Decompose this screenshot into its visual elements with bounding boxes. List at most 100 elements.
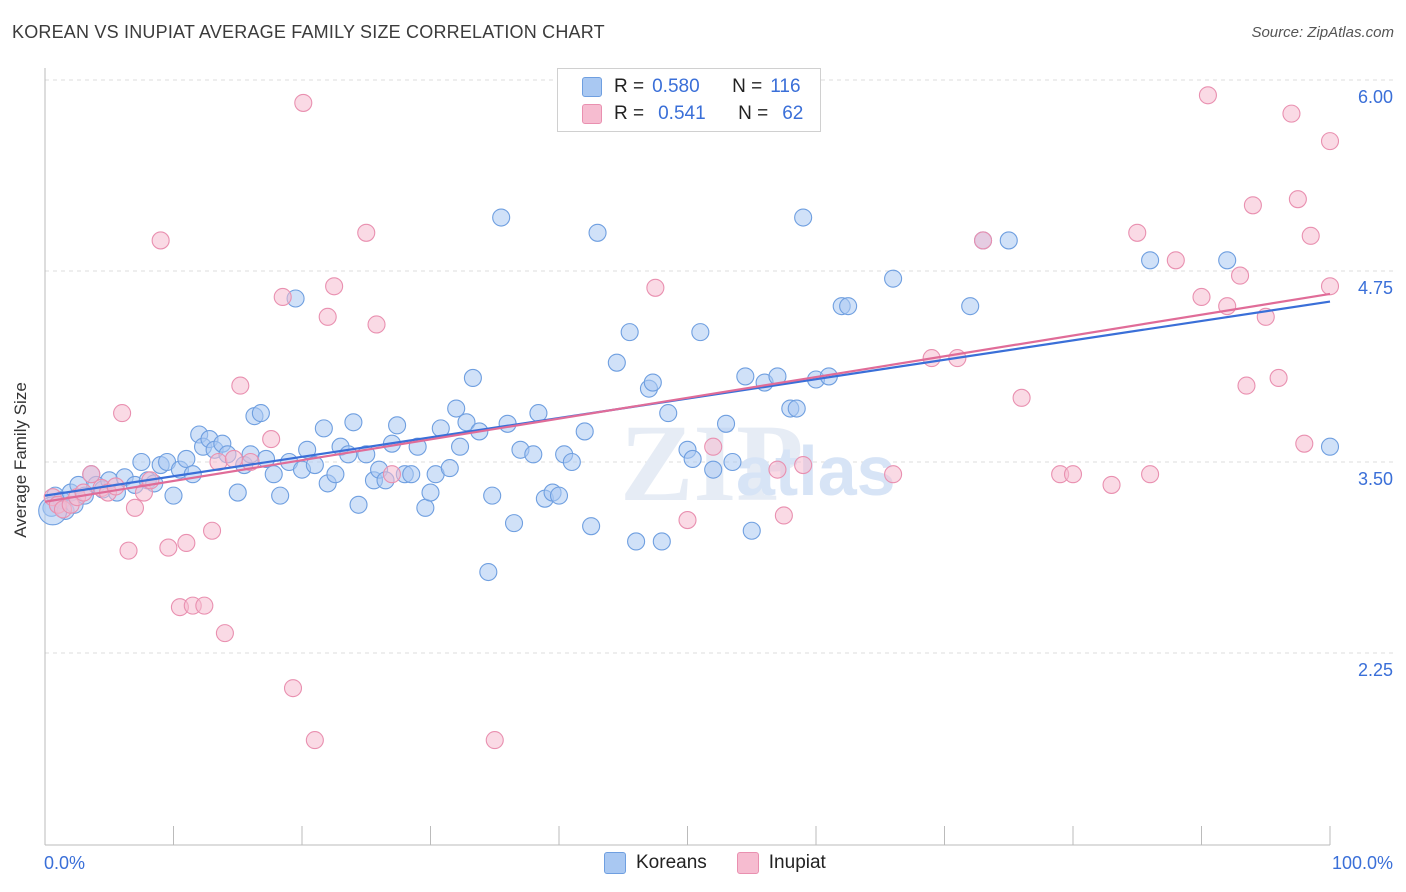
source-label: Source: ZipAtlas.com	[1251, 24, 1394, 41]
data-point	[251, 404, 270, 423]
data-point	[416, 498, 435, 517]
data-point	[1301, 226, 1320, 245]
data-point	[529, 404, 548, 423]
data-point	[479, 562, 498, 582]
data-point	[839, 297, 858, 316]
data-point	[716, 414, 736, 433]
data-point	[1320, 437, 1340, 456]
data-point	[262, 430, 281, 449]
y-axis-label-wrap: Average Family Size	[6, 330, 36, 590]
data-point	[231, 376, 250, 395]
chart-title: KOREAN VS INUPIAT AVERAGE FAMILY SIZE CO…	[12, 22, 605, 42]
y-axis-label: Average Family Size	[11, 382, 30, 538]
legend-r-value: 0.580	[652, 76, 700, 97]
data-point	[1102, 475, 1121, 494]
legend-item-koreans[interactable]: Koreans	[604, 852, 707, 874]
data-point	[588, 223, 607, 242]
data-point	[736, 367, 755, 386]
data-point	[1295, 434, 1314, 453]
data-point	[318, 307, 337, 326]
data-point	[1198, 86, 1217, 105]
data-point	[607, 353, 626, 372]
data-point	[119, 541, 138, 560]
data-point	[382, 465, 402, 484]
data-point	[305, 456, 324, 475]
data-point	[177, 449, 196, 468]
data-point	[344, 413, 363, 432]
data-point	[447, 399, 466, 418]
watermark-atlas: atlas	[736, 432, 896, 510]
data-point	[74, 483, 93, 502]
data-point	[620, 323, 639, 342]
data-point	[646, 278, 665, 297]
data-point	[678, 511, 697, 530]
data-point	[627, 532, 646, 551]
data-point	[973, 231, 993, 250]
gridlines	[45, 79, 1395, 654]
koreans-legend-swatch	[604, 852, 626, 874]
data-point	[326, 465, 345, 484]
stats-legend: R = 0.580 N = 116 R = 0.541 N = 62	[557, 68, 821, 132]
data-point	[1128, 223, 1147, 242]
data-point	[485, 731, 504, 750]
inupiat-swatch	[582, 104, 602, 124]
data-point	[203, 521, 222, 540]
data-point	[999, 231, 1018, 250]
koreans-swatch	[582, 77, 602, 97]
data-point	[164, 486, 183, 505]
data-point	[1288, 190, 1307, 209]
data-point	[325, 277, 344, 296]
data-point	[582, 517, 601, 536]
data-point	[349, 495, 368, 514]
data-point	[1141, 465, 1160, 484]
data-point	[1237, 376, 1256, 395]
series-legend: Koreans Inupiat	[604, 852, 856, 874]
data-point	[463, 368, 482, 388]
data-point	[367, 315, 386, 334]
data-point	[562, 452, 581, 472]
data-point	[264, 465, 283, 484]
tick-labels: 2.25 3.50 4.75 6.00 0.0% 100.0%	[44, 87, 1393, 873]
legend-r-label: R =	[614, 103, 645, 124]
trend-lines	[44, 292, 1331, 503]
data-point	[1231, 266, 1250, 285]
data-point	[314, 419, 333, 438]
legend-n-label: N =	[738, 103, 769, 124]
data-point	[492, 208, 511, 227]
data-point	[283, 679, 303, 698]
data-point	[1320, 277, 1340, 296]
data-point	[1218, 251, 1237, 270]
legend-r-label: R =	[614, 76, 645, 97]
data-point	[683, 449, 702, 468]
data-point	[195, 596, 214, 615]
data-point	[652, 532, 671, 551]
legend-n-value: 62	[782, 103, 804, 124]
data-point	[549, 486, 569, 505]
data-point	[271, 486, 290, 505]
legend-row-inupiat: R = 0.541 N = 62	[582, 101, 803, 127]
data-point	[357, 223, 376, 242]
y-tick-label: 6.00	[1358, 87, 1393, 107]
legend-n-label: N =	[732, 76, 763, 97]
x-tick-label-min: 0.0%	[44, 853, 85, 873]
data-point	[723, 452, 742, 472]
data-point	[1192, 287, 1211, 307]
data-point	[704, 460, 723, 479]
data-point	[691, 323, 710, 342]
data-point	[794, 456, 813, 475]
y-tick-label: 2.25	[1358, 660, 1393, 680]
data-point	[524, 445, 543, 464]
data-point	[1282, 104, 1301, 123]
inupiat-legend-swatch	[736, 852, 759, 874]
data-point	[402, 465, 421, 484]
data-point	[451, 437, 470, 456]
data-point	[575, 422, 594, 441]
data-point	[125, 498, 144, 517]
data-point	[151, 231, 170, 250]
data-point	[768, 460, 787, 479]
data-point	[1141, 251, 1160, 270]
legend-item-inupiat[interactable]: Inupiat	[736, 852, 826, 874]
legend-row-koreans: R = 0.580 N = 116	[582, 74, 801, 100]
data-point	[159, 538, 178, 557]
data-point	[643, 373, 662, 392]
